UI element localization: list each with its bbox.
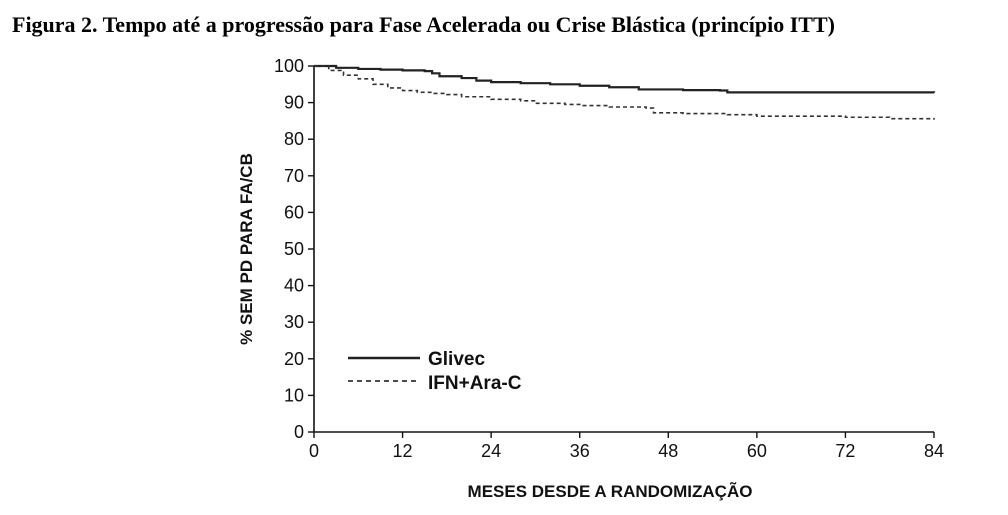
x-tick-label: 60 <box>747 441 767 461</box>
y-tick-label: 70 <box>284 166 304 186</box>
series-line-ifn-ara-c <box>314 65 935 120</box>
y-tick-label: 10 <box>284 385 304 405</box>
y-axis-label: % SEM PD PARA FA/CB <box>237 153 256 345</box>
x-axis-label: MESES DESDE A RANDOMIZAÇÃO <box>468 481 753 501</box>
y-tick-label: 90 <box>284 93 304 113</box>
y-tick-label: 0 <box>294 422 304 442</box>
series-group <box>314 64 936 120</box>
y-tick-label: 50 <box>284 239 304 259</box>
y-tick-label: 100 <box>274 56 304 76</box>
y-tick-label: 30 <box>284 312 304 332</box>
series-line-glivec <box>314 64 936 94</box>
legend-label-glivec: Glivec <box>428 349 485 370</box>
y-tick-label: 20 <box>284 349 304 369</box>
x-tick-label: 84 <box>924 441 944 461</box>
ticks: 0 10 20 30 40 50 60 70 80 90 100 0 12 24 36 48 60 72 84 <box>274 56 944 461</box>
y-tick-label: 80 <box>284 129 304 149</box>
figure-title: Figura 2. Tempo até a progressão para Fa… <box>12 12 835 37</box>
y-tick-label: 40 <box>284 276 304 296</box>
legend: Glivec IFN+Ara-C <box>348 349 522 394</box>
x-tick-label: 36 <box>570 441 590 461</box>
legend-label-ifn-ara-c: IFN+Ara-C <box>428 373 522 394</box>
x-tick-label: 12 <box>393 441 413 461</box>
y-tick-label: 60 <box>284 202 304 222</box>
x-tick-label: 48 <box>658 441 678 461</box>
axes <box>313 66 934 433</box>
x-tick-label: 0 <box>309 441 319 461</box>
x-tick-label: 24 <box>481 441 501 461</box>
x-tick-label: 72 <box>835 441 855 461</box>
